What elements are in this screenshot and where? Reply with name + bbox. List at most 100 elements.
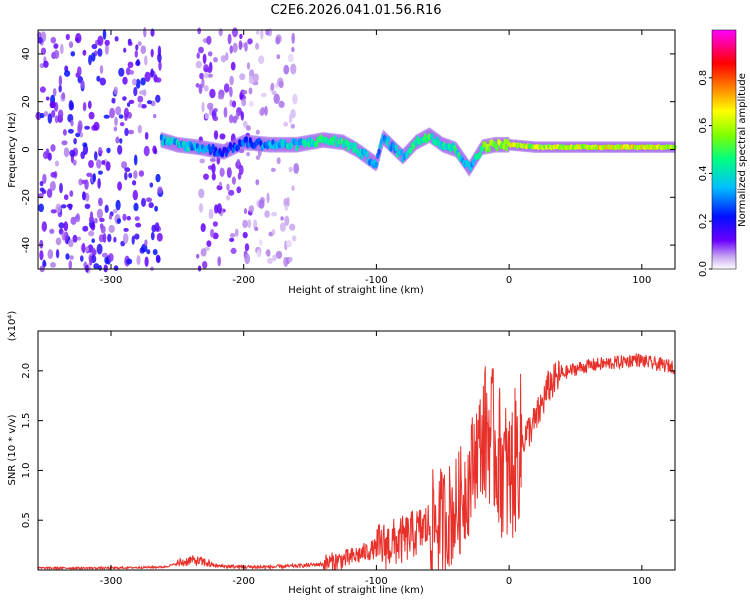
spectrogram-noise-cell xyxy=(288,256,293,263)
spectrogram-noise-cell xyxy=(68,203,73,211)
spectrogram-noise-cell xyxy=(226,167,232,179)
spectrogram-noise-cell xyxy=(128,172,133,179)
spectrogram-noise-cell xyxy=(88,111,95,120)
spectrogram-noise-cell xyxy=(82,191,86,201)
spectrogram-noise-cell xyxy=(50,209,57,214)
spectrogram-noise-cell xyxy=(143,145,150,157)
spectrogram-signal-cell xyxy=(487,146,491,153)
spectrogram-noise-cell xyxy=(209,157,216,163)
spectrogram-noise-cell xyxy=(39,180,44,187)
spectrogram-noise-cell xyxy=(155,77,162,83)
spectrogram-signal-cell xyxy=(365,151,369,158)
spectrogram-signal-cell xyxy=(159,134,163,141)
snr-y-tick-label: 0.5 xyxy=(21,512,32,528)
spectrogram-noise-cell xyxy=(143,27,147,38)
spectrogram-noise-cell xyxy=(108,224,115,233)
spectrogram-noise-cell xyxy=(118,67,125,77)
spectrogram-noise-cell xyxy=(265,249,271,256)
spectrogram-noise-cell xyxy=(127,41,133,46)
snr-series-line xyxy=(37,353,676,571)
spectrogram-x-tick-label: -200 xyxy=(232,275,255,286)
spectrogram-noise-cell xyxy=(248,87,253,95)
spectrogram-noise-cell xyxy=(69,255,74,260)
spectrogram-noise-cell xyxy=(290,123,295,129)
spectrogram-noise-cell xyxy=(145,197,153,203)
spectrogram-noise-cell xyxy=(58,75,63,87)
colorbar-tick-label: 0.2 xyxy=(698,213,709,229)
spectrogram-noise-cell xyxy=(99,217,105,223)
spectrogram-noise-cell xyxy=(132,78,137,86)
spectrogram-noise-cell xyxy=(39,239,44,249)
spectrogram-noise-cell xyxy=(273,93,280,105)
spectrogram-noise-cell xyxy=(203,173,209,180)
spectrogram-noise-cell xyxy=(111,97,116,104)
spectrogram-noise-cell xyxy=(50,144,56,152)
spectrogram-noise-cell xyxy=(89,255,93,266)
snr-panel: -300 -200 -100 0 100 0.5 1.0 1.5 2.0 Height of … xyxy=(7,311,676,596)
spectrogram-noise-cell xyxy=(154,205,159,212)
spectrogram-noise-cell xyxy=(272,254,277,262)
spectrogram-noise-cell xyxy=(39,187,45,192)
spectrogram-noise-cell xyxy=(50,262,56,268)
spectrogram-noise-cell xyxy=(47,249,54,260)
spectrogram-noise-cell xyxy=(80,80,85,90)
spectrogram-noise-cell xyxy=(219,167,225,177)
spectrogram-noise-cell xyxy=(286,196,290,207)
spectrogram-noise-cell xyxy=(93,121,100,131)
spectrogram-noise-cell xyxy=(58,222,65,229)
spectrogram-noise-cell xyxy=(207,73,213,78)
spectrogram-noise-cell xyxy=(232,42,238,53)
spectrogram-noise-cell xyxy=(96,75,101,82)
spectrogram-noise-cell xyxy=(231,100,237,108)
spectrogram-noise-cell xyxy=(156,232,163,242)
spectrogram-noise-cell xyxy=(278,80,284,89)
spectrogram-noise-cell xyxy=(126,258,133,265)
spectrogram-noise-cell xyxy=(232,27,238,38)
spectrogram-noise-cell xyxy=(290,63,297,75)
spectrogram-noise-cell xyxy=(246,62,251,70)
spectrogram-noise-cell xyxy=(135,60,141,67)
spectrogram-signal-cell xyxy=(186,146,190,153)
spectrogram-signal-cell xyxy=(377,148,381,155)
spectrogram-noise-cell xyxy=(155,94,161,103)
spectrogram-noise-cell xyxy=(267,257,273,264)
spectrogram-noise-cell xyxy=(108,214,113,220)
spectrogram-noise-cell xyxy=(239,73,246,81)
spectrogram-noise-cell xyxy=(198,188,205,199)
spectrogram-noise-cell xyxy=(122,96,127,101)
colorbar-tick-label: 0.6 xyxy=(698,118,709,134)
spectrogram-noise-cell xyxy=(216,203,222,214)
spectrogram-noise-cell xyxy=(113,86,118,96)
spectrogram-noise-cell xyxy=(150,231,155,241)
spectrogram-noise-cell xyxy=(217,256,221,267)
spectrogram-noise-cell xyxy=(53,43,59,49)
snr-y-tick-label: 1.0 xyxy=(21,462,32,478)
spectrogram-noise-cell xyxy=(119,138,123,144)
spectrogram-noise-cell xyxy=(61,140,68,146)
spectrogram-signal-cell xyxy=(502,143,506,150)
spectrogram-noise-cell xyxy=(198,203,204,213)
spectrogram-noise-cell xyxy=(122,213,127,221)
spectrogram-noise-cell xyxy=(46,188,53,198)
spectrogram-noise-cell xyxy=(70,51,76,57)
spectrogram-noise-cell xyxy=(134,50,138,58)
spectrogram-noise-cell xyxy=(133,202,139,212)
spectrogram-noise-cell xyxy=(244,243,250,252)
spectrogram-noise-cell xyxy=(72,159,77,166)
spectrogram-noise-cell xyxy=(242,90,248,95)
spectrogram-noise-cell xyxy=(153,114,157,119)
spectrogram-noise-cell xyxy=(213,108,218,113)
spectrogram-noise-cell xyxy=(115,136,120,144)
spectrogram-noise-cell xyxy=(141,104,147,109)
spectrogram-noise-cell xyxy=(90,221,96,231)
spectrogram-noise-cell xyxy=(136,255,141,266)
spectrogram-noise-cell xyxy=(91,43,98,50)
spectrogram-x-ticks: -300 -200 -100 0 100 xyxy=(100,30,651,286)
spectrogram-signal-cell xyxy=(360,153,364,160)
spectrogram-noise-cell xyxy=(60,204,67,209)
spectrogram-noise-cell xyxy=(118,114,124,119)
spectrogram-noise-cell xyxy=(202,53,207,64)
spectrogram-noise-cell xyxy=(264,210,270,218)
snr-x-tick-label: 0 xyxy=(506,576,512,587)
colorbar-ticks: 0.0 0.2 0.4 0.6 0.8 xyxy=(698,70,712,277)
